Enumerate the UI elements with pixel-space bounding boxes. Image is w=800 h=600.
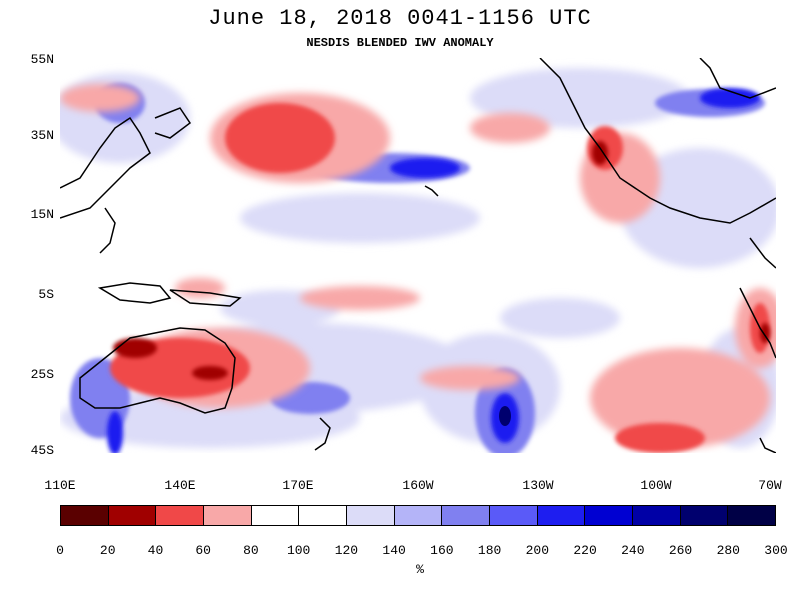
colorbar-tick-label: 60 — [195, 543, 211, 558]
colorbar-tick-label: 20 — [99, 543, 116, 558]
colorbar-cell — [61, 506, 109, 525]
colorbar-tick-label: 200 — [525, 543, 550, 558]
colorbar-tick-label: 260 — [668, 543, 693, 558]
colorbar — [60, 505, 776, 526]
lon-label-70w: 70W — [758, 478, 782, 493]
colorbar-tick-label: 100 — [286, 543, 311, 558]
dark-blue-cores — [499, 406, 511, 426]
colorbar-tick-label: 180 — [477, 543, 502, 558]
colorbar-cell — [537, 506, 586, 525]
map-title: June 18, 2018 0041-1156 UTC — [208, 6, 592, 31]
lat-label-55n: 55N — [30, 52, 54, 67]
colorbar-tick-label: 300 — [764, 543, 788, 558]
lon-label-110e: 110E — [44, 478, 76, 493]
lat-label-25s: 25S — [30, 367, 54, 382]
colorbar-cell — [347, 506, 395, 525]
colorbar-tick-label: 240 — [621, 543, 645, 558]
colorbar-unit: % — [416, 562, 424, 577]
colorbar-cell — [680, 506, 729, 525]
colorbar-cell — [108, 506, 157, 525]
colorbar-tick-label: 40 — [147, 543, 164, 558]
colorbar-cell — [585, 506, 634, 525]
colorbar-tick-label: 80 — [243, 543, 259, 558]
lat-label-15n: 15N — [30, 207, 54, 222]
colorbar-tick-label: 280 — [716, 543, 740, 558]
lon-label-100w: 100W — [640, 478, 672, 493]
colorbar-cell — [728, 506, 776, 525]
colorbar-cell — [251, 506, 300, 525]
colorbar-tick-label: 0 — [56, 543, 64, 558]
colorbar-tick-label: 120 — [334, 543, 359, 558]
colorbar-cell — [394, 506, 443, 525]
coastlines — [60, 58, 776, 453]
lat-label-45s: 45S — [30, 443, 54, 458]
colorbar-cell — [490, 506, 538, 525]
colorbar-cell — [156, 506, 205, 525]
lon-label-170e: 170E — [282, 478, 314, 493]
anomaly-field — [60, 58, 776, 453]
lat-label-5s: 5S — [38, 287, 54, 302]
red-areas — [110, 103, 770, 453]
colorbar-tick-label: 220 — [573, 543, 597, 558]
lon-label-160w: 160W — [402, 478, 434, 493]
colorbar-cell — [204, 506, 252, 525]
colorbar-cell — [299, 506, 348, 525]
colorbar-tick-label: 160 — [430, 543, 454, 558]
anomaly-map — [60, 58, 776, 453]
colorbar-tick-label: 140 — [382, 543, 406, 558]
colorbar-cell — [633, 506, 681, 525]
lat-label-35n: 35N — [30, 128, 54, 143]
lon-label-130w: 130W — [522, 478, 554, 493]
colorbar-cell — [442, 506, 491, 525]
map-subtitle: NESDIS BLENDED IWV ANOMALY — [306, 36, 494, 50]
lon-label-140e: 140E — [164, 478, 196, 493]
